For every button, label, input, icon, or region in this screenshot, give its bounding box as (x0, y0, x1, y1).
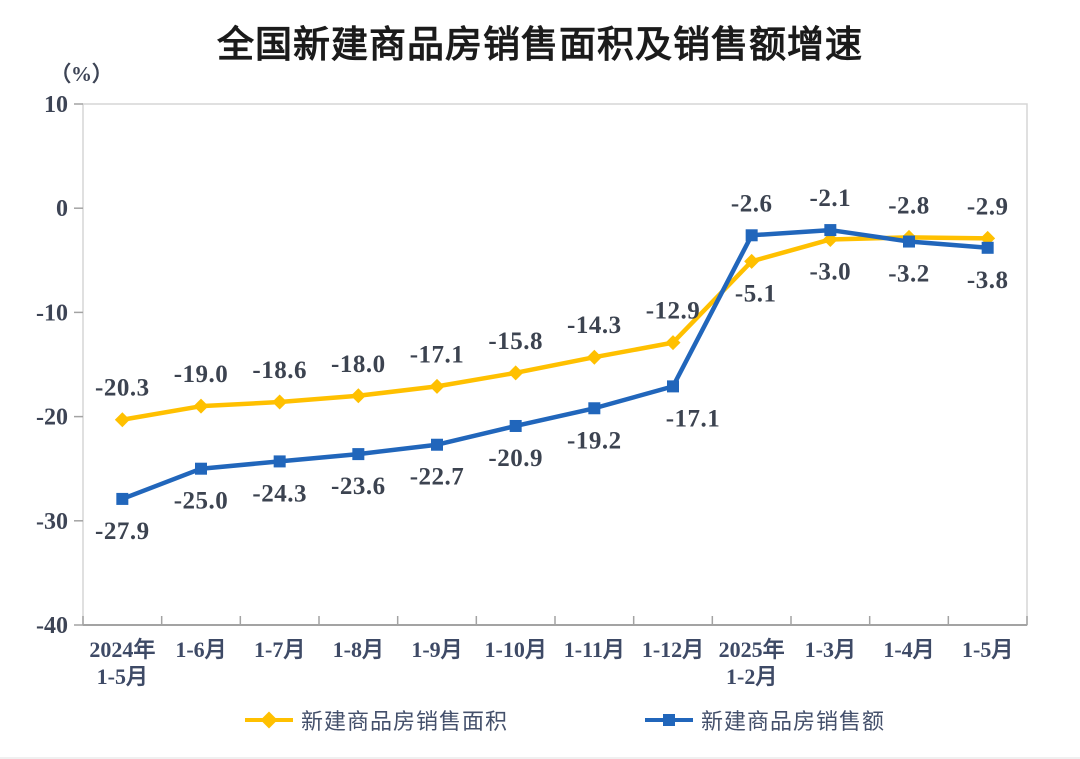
sales-amount-point-marker (903, 235, 915, 248)
chart-title: 全国新建商品房销售面积及销售额增速 (217, 24, 863, 65)
data-labels-sales-amount: -27.9 -25.0 -24.3 -23.6 -22.7 -20.9 -19.2 -17.1… (95, 185, 1008, 545)
x-axis-ticks (82, 616, 1028, 625)
sales-area-point-marker (508, 365, 524, 381)
sales-amount-data-label: -17.1 (666, 405, 721, 432)
sales-amount-data-label: -23.6 (331, 473, 386, 500)
sales-area-data-label: -17.1 (410, 341, 465, 368)
x-tick-label: 1-12月 (642, 637, 704, 662)
sales-amount-data-label: -22.7 (410, 464, 465, 491)
sales-area-legend-label: 新建商品房销售面积 (301, 709, 509, 734)
x-tick-label: 1-9月 (411, 637, 462, 662)
y-tick-label: -40 (36, 613, 68, 639)
series-sales-area (114, 229, 996, 428)
sales-area-data-label: -18.6 (252, 357, 307, 384)
legend-item-sales-area: 新建商品房销售面积 (245, 703, 508, 737)
sales-amount-point-marker (745, 229, 758, 242)
diamond-marker-icon (260, 711, 278, 729)
sales-amount-line-marker-icon (645, 713, 693, 727)
sales-area-data-label: -20.3 (95, 375, 150, 402)
sales-area-point-marker (193, 398, 209, 414)
sales-amount-data-label: -24.3 (252, 480, 307, 507)
x-tick-label: 1-5月 (962, 637, 1013, 662)
x-tick-label: 1-11月 (564, 637, 625, 662)
legend-item-sales-amount: 新建商品房销售额 (645, 703, 885, 737)
sales-amount-line (120, 227, 990, 502)
sales-amount-point-marker (195, 462, 207, 475)
y-axis-unit-label: （%） (50, 62, 113, 86)
sales-amount-point-marker (509, 419, 522, 432)
sales-area-data-label: -19.0 (174, 361, 229, 388)
x-tick-label: 1-3月 (805, 637, 856, 662)
x-tick-label: 1-6月 (175, 637, 226, 662)
sales-amount-point-marker (667, 380, 679, 393)
sales-amount-data-label: -2.6 (731, 190, 773, 217)
y-tick-label: 10 (44, 92, 68, 118)
square-marker-icon (663, 714, 675, 726)
x-tick-label: 1-4月 (883, 637, 934, 662)
chart-legend: 新建商品房销售面积 新建商品房销售额 (0, 703, 1080, 737)
sales-area-point-marker (744, 253, 760, 269)
sales-area-point-marker (429, 378, 445, 394)
y-tick-label: 0 (56, 196, 68, 222)
data-labels-sales-area: -20.3 -19.0 -18.6 -18.0 -17.1 -15.8 -14.3 -12.9… (95, 192, 1008, 401)
sales-area-data-label: -3.0 (810, 258, 852, 285)
sales-area-point-marker (350, 388, 366, 404)
x-tick-label: 1-7月 (254, 637, 305, 662)
y-axis-ticks: 10 0 -10 -20 -30 -40 (36, 92, 83, 639)
x-tick-label: 2024年 (89, 637, 155, 662)
sales-area-data-label: -14.3 (567, 312, 622, 339)
x-tick-label: 1-2月 (726, 664, 777, 689)
sales-area-point-marker (586, 349, 602, 365)
sales-amount-data-label: -2.1 (810, 185, 852, 212)
sales-amount-legend-label: 新建商品房销售额 (701, 709, 886, 734)
sales-amount-data-label: -27.9 (95, 518, 150, 545)
sales-area-data-label: -5.1 (735, 280, 777, 307)
y-tick-label: -10 (36, 300, 68, 326)
sales-area-data-label: -18.0 (331, 351, 386, 378)
series-sales-amount (116, 224, 994, 505)
sales-amount-data-label: -20.9 (488, 445, 543, 472)
sales-amount-point-marker (116, 492, 129, 505)
x-tick-label: 1-5月 (97, 664, 148, 689)
sales-amount-data-label: -19.2 (567, 427, 622, 454)
sales-area-point-marker (114, 412, 130, 428)
sales-amount-point-marker (352, 448, 365, 461)
sales-area-point-marker (272, 394, 288, 410)
sales-area-line (120, 235, 990, 422)
y-tick-label: -30 (36, 509, 68, 535)
y-tick-label: -20 (36, 405, 68, 431)
sales-amount-data-label: -3.8 (967, 267, 1009, 294)
sales-amount-point-marker (273, 455, 286, 468)
sales-amount-point-marker (588, 402, 601, 415)
sales-amount-point-marker (981, 241, 994, 254)
sales-area-data-label: -15.8 (488, 328, 543, 355)
sales-area-data-label: -2.8 (888, 192, 930, 219)
x-tick-label: 2025年 (719, 637, 785, 662)
x-tick-label: 1-10月 (485, 637, 547, 662)
sales-area-line-marker-icon (245, 711, 293, 729)
sales-amount-data-label: -3.2 (888, 261, 930, 288)
sales-area-point-marker (665, 335, 681, 351)
sales-amount-point-marker (431, 438, 443, 451)
x-tick-label: 1-8月 (333, 637, 384, 662)
sales-amount-point-marker (824, 224, 837, 237)
sales-amount-data-label: -25.0 (174, 488, 229, 515)
sales-area-data-label: -12.9 (646, 298, 701, 325)
sales-area-data-label: -2.9 (967, 193, 1009, 220)
